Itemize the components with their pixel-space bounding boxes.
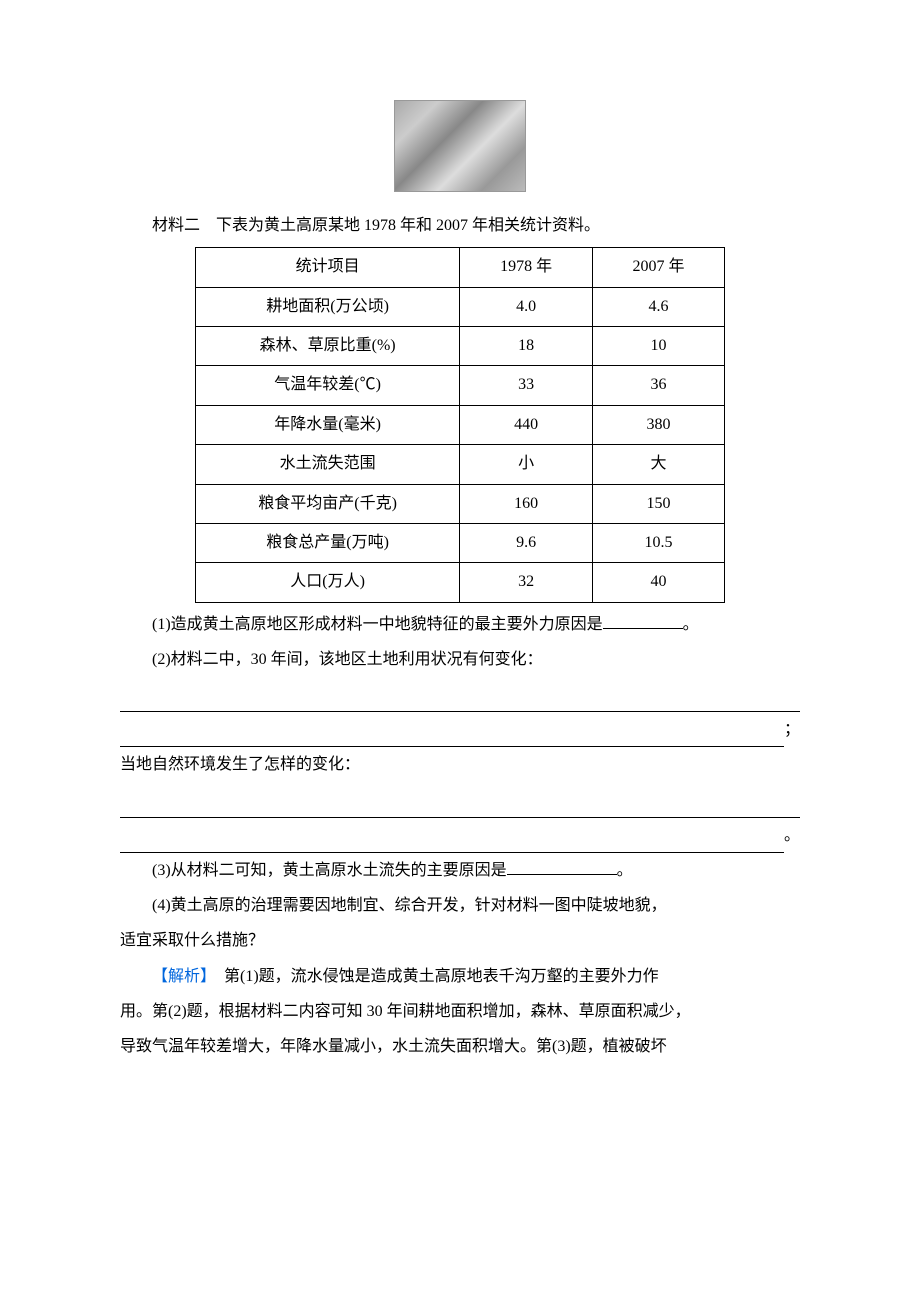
cell-item: 人口(万人): [195, 563, 460, 602]
cell-item: 森林、草原比重(%): [195, 326, 460, 365]
analysis-label: 【解析】: [152, 968, 208, 985]
cell-2007: 40: [592, 563, 724, 602]
document-page: 材料二 下表为黄土高原某地 1978 年和 2007 年相关统计资料。 统计项目…: [0, 0, 920, 1302]
col-header-2007: 2007 年: [592, 248, 724, 287]
analysis-body-1: 第(1)题，流水侵蚀是造成黄土高原地表千沟万壑的主要外力作: [208, 968, 659, 985]
loess-plateau-image: [394, 100, 526, 192]
q1-blank: [603, 612, 683, 629]
cell-2007: 4.6: [592, 287, 724, 326]
table-row: 耕地面积(万公顷)4.04.6: [195, 287, 724, 326]
table-row: 水土流失范围小大: [195, 445, 724, 484]
q1-text-pre: (1)造成黄土高原地区形成材料一中地貌特征的最主要外力原因是: [152, 616, 603, 633]
cell-2007: 大: [592, 445, 724, 484]
q2b-blank-line-2: 。: [120, 818, 800, 853]
q1-text-post: 。: [683, 616, 699, 633]
q2a-end-semi: ；: [784, 721, 800, 738]
table-row: 人口(万人)3240: [195, 563, 724, 602]
cell-1978: 18: [460, 326, 592, 365]
question-3: (3)从材料二可知，黄土高原水土流失的主要原因是 。: [120, 853, 800, 888]
cell-item: 年降水量(毫米): [195, 405, 460, 444]
question-1: (1)造成黄土高原地区形成材料一中地貌特征的最主要外力原因是 。: [120, 607, 800, 642]
material2-intro: 材料二 下表为黄土高原某地 1978 年和 2007 年相关统计资料。: [120, 208, 800, 243]
q3-blank: [507, 858, 617, 875]
cell-2007: 10: [592, 326, 724, 365]
cell-1978: 160: [460, 484, 592, 523]
cell-1978: 4.0: [460, 287, 592, 326]
cell-2007: 36: [592, 366, 724, 405]
cell-2007: 10.5: [592, 523, 724, 562]
q2a-blank-line-1: [120, 677, 800, 712]
table-row: 气温年较差(℃)3336: [195, 366, 724, 405]
q2a-blank-line-2: ；: [120, 712, 800, 747]
table-row: 年降水量(毫米)440380: [195, 405, 724, 444]
question-2a: (2)材料二中，30 年间，该地区土地利用状况有何变化：: [120, 642, 800, 677]
analysis-body-3: 导致气温年较差增大，年降水量减小，水土流失面积增大。第(3)题，植被破坏: [120, 1029, 800, 1064]
question-4-line1: (4)黄土高原的治理需要因地制宜、综合开发，针对材料一图中陡坡地貌，: [120, 888, 800, 923]
cell-1978: 9.6: [460, 523, 592, 562]
cell-1978: 33: [460, 366, 592, 405]
cell-2007: 380: [592, 405, 724, 444]
table-header-row: 统计项目 1978 年 2007 年: [195, 248, 724, 287]
q2b-blank-line-1: [120, 783, 800, 818]
stats-table: 统计项目 1978 年 2007 年 耕地面积(万公顷)4.04.6森林、草原比…: [195, 247, 725, 603]
cell-item: 粮食总产量(万吨): [195, 523, 460, 562]
col-header-item: 统计项目: [195, 248, 460, 287]
q2b-end-period: 。: [784, 827, 800, 844]
cell-item: 气温年较差(℃): [195, 366, 460, 405]
q3-text-post: 。: [617, 862, 633, 879]
question-2b: 当地自然环境发生了怎样的变化：: [120, 747, 800, 782]
cell-1978: 小: [460, 445, 592, 484]
q3-text-pre: (3)从材料二可知，黄土高原水土流失的主要原因是: [152, 862, 507, 879]
cell-2007: 150: [592, 484, 724, 523]
cell-item: 耕地面积(万公顷): [195, 287, 460, 326]
analysis-body-2: 用。第(2)题，根据材料二内容可知 30 年间耕地面积增加，森林、草原面积减少，: [120, 994, 800, 1029]
cell-1978: 440: [460, 405, 592, 444]
analysis-paragraph: 【解析】 第(1)题，流水侵蚀是造成黄土高原地表千沟万壑的主要外力作: [120, 959, 800, 994]
cell-item: 粮食平均亩产(千克): [195, 484, 460, 523]
table-row: 森林、草原比重(%)1810: [195, 326, 724, 365]
col-header-1978: 1978 年: [460, 248, 592, 287]
cell-item: 水土流失范围: [195, 445, 460, 484]
cell-1978: 32: [460, 563, 592, 602]
table-row: 粮食平均亩产(千克)160150: [195, 484, 724, 523]
question-4-line2: 适宜采取什么措施？: [120, 923, 800, 958]
table-row: 粮食总产量(万吨)9.610.5: [195, 523, 724, 562]
